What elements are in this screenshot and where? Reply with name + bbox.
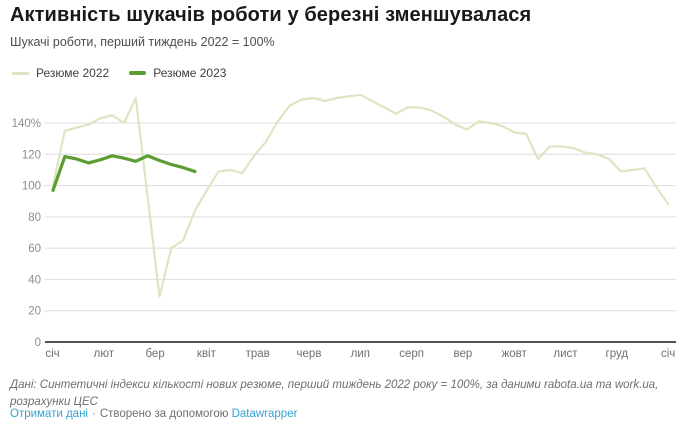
series-line-2023 bbox=[51, 154, 197, 192]
page-title: Активність шукачів роботи у березні змен… bbox=[10, 4, 532, 26]
x-tick-label: бер bbox=[145, 348, 164, 360]
x-tick-label: жовт bbox=[502, 348, 528, 360]
footer-separator: · bbox=[91, 408, 96, 420]
x-tick-label: січ bbox=[45, 348, 59, 360]
legend-label-2022: Резюме 2022 bbox=[36, 66, 110, 80]
y-tick-label: 120 bbox=[22, 149, 41, 161]
x-tick-label: груд bbox=[606, 348, 629, 360]
y-tick-label: 40 bbox=[28, 274, 41, 286]
created-with-text: Створено за допомогою bbox=[99, 408, 229, 420]
y-tick-label: 60 bbox=[28, 243, 41, 255]
get-data-link[interactable]: Отримати дані bbox=[10, 408, 88, 420]
y-tick-label: 20 bbox=[28, 306, 41, 318]
footer-note: Дані: Синтетичні індекси кількості нових… bbox=[10, 377, 674, 410]
x-tick-label: трав bbox=[246, 348, 270, 360]
footer-note-text: Дані: Синтетичні індекси кількості нових… bbox=[10, 379, 659, 408]
y-tick-label: 100 bbox=[22, 181, 41, 193]
x-tick-label: серп bbox=[399, 348, 424, 360]
legend-label-2023: Резюме 2023 bbox=[153, 66, 227, 80]
legend-swatch-2023-icon bbox=[129, 71, 147, 75]
y-tick-label: 140% bbox=[12, 118, 41, 130]
legend: Резюме 2022 Резюме 2023 bbox=[12, 66, 226, 80]
x-tick-label: квіт bbox=[197, 348, 217, 360]
datawrapper-link[interactable]: Datawrapper bbox=[231, 408, 298, 420]
x-tick-label: черв bbox=[297, 348, 322, 360]
legend-item-2022: Резюме 2022 bbox=[12, 66, 109, 80]
footer-links: Отримати дані · Створено за допомогою Data… bbox=[10, 408, 297, 420]
y-tick-label: 80 bbox=[28, 212, 41, 224]
x-tick-label: лип bbox=[351, 348, 370, 360]
y-tick-label: 0 bbox=[35, 337, 41, 349]
page-subtitle: Шукачі роботи, перший тиждень 2022 = 100… bbox=[10, 35, 275, 49]
x-tick-label: січ bbox=[661, 348, 675, 360]
legend-item-2023: Резюме 2023 bbox=[129, 66, 226, 80]
series-line-2022 bbox=[51, 93, 670, 298]
x-tick-label: вер bbox=[454, 348, 473, 360]
x-tick-label: лют bbox=[94, 348, 115, 360]
x-tick-label: лист bbox=[553, 348, 578, 360]
legend-swatch-2022-icon bbox=[12, 71, 29, 75]
line-chart: 0 20 40 60 80 100 120 140% січ лют бер квіт трав черв… bbox=[12, 93, 676, 360]
